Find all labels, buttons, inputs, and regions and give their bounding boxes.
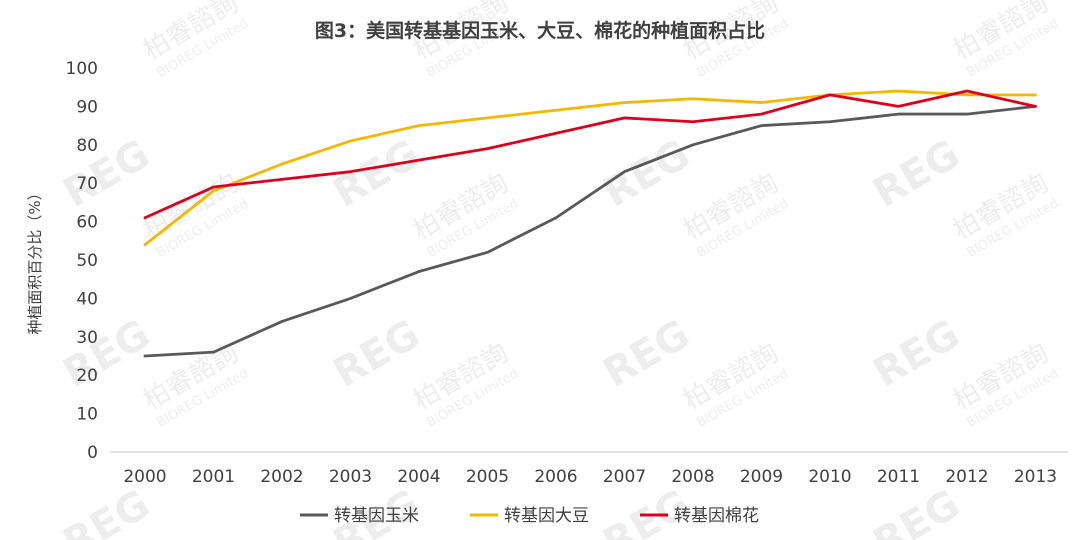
series-line-1 <box>143 89 1037 247</box>
watermark-logo: REG <box>866 311 968 396</box>
watermark-logo: REG <box>866 131 968 216</box>
x-tick-label: 2004 <box>397 467 440 487</box>
y-tick-label: 90 <box>76 97 98 117</box>
y-tick-label: 20 <box>76 366 98 386</box>
x-tick-label: 2003 <box>329 467 372 487</box>
y-tick-label: 60 <box>76 213 98 233</box>
x-tick-label: 2009 <box>740 467 783 487</box>
legend-label-0: 转基因玉米 <box>334 506 419 526</box>
x-tick-label: 2008 <box>671 467 714 487</box>
legend-label-2: 转基因棉花 <box>674 506 759 526</box>
x-tick-label: 2012 <box>945 467 988 487</box>
y-tick-label: 70 <box>76 174 98 194</box>
x-tick-label: 2005 <box>466 467 509 487</box>
y-tick-label: 40 <box>76 289 98 309</box>
y-axis-ticks: 0 10 20 30 40 50 60 70 80 90 100 <box>66 59 98 463</box>
x-tick-label: 2000 <box>123 467 166 487</box>
series-lines <box>143 89 1037 358</box>
watermark-logo: REG <box>596 131 698 216</box>
legend: 转基因玉米 转基因大豆 转基因棉花 <box>300 506 759 526</box>
series-line-2 <box>143 89 1037 220</box>
y-tick-label: 100 <box>66 59 98 79</box>
x-tick-label: 2001 <box>192 467 235 487</box>
watermark-logo: REG <box>56 481 158 540</box>
x-tick-label: 2013 <box>1014 467 1057 487</box>
series-line-0 <box>143 105 1037 358</box>
watermark-logo: REG <box>56 311 158 396</box>
x-tick-label: 2010 <box>808 467 851 487</box>
y-tick-label: 30 <box>76 328 98 348</box>
y-tick-label: 50 <box>76 251 98 271</box>
watermark-logo: REG <box>596 311 698 396</box>
x-tick-label: 2007 <box>603 467 646 487</box>
y-tick-label: 80 <box>76 136 98 156</box>
watermark-logo: REG <box>56 131 158 216</box>
x-tick-label: 2002 <box>260 467 303 487</box>
watermark-logo: REG <box>326 311 428 396</box>
x-tick-label: 2011 <box>877 467 920 487</box>
y-tick-label: 10 <box>76 405 98 425</box>
chart-title: 图3：美国转基基因玉米、大豆、棉花的种植面积占比 <box>315 19 765 42</box>
y-axis-label: 种植面积百分比（%） <box>26 185 44 334</box>
x-axis-ticks: 2000 2001 2002 2003 2004 2005 2006 2007 2008 2009… <box>123 467 1057 487</box>
legend-label-1: 转基因大豆 <box>504 506 589 526</box>
x-tick-label: 2006 <box>534 467 577 487</box>
watermark-logo: REG <box>866 481 968 540</box>
y-tick-label: 0 <box>87 443 98 463</box>
